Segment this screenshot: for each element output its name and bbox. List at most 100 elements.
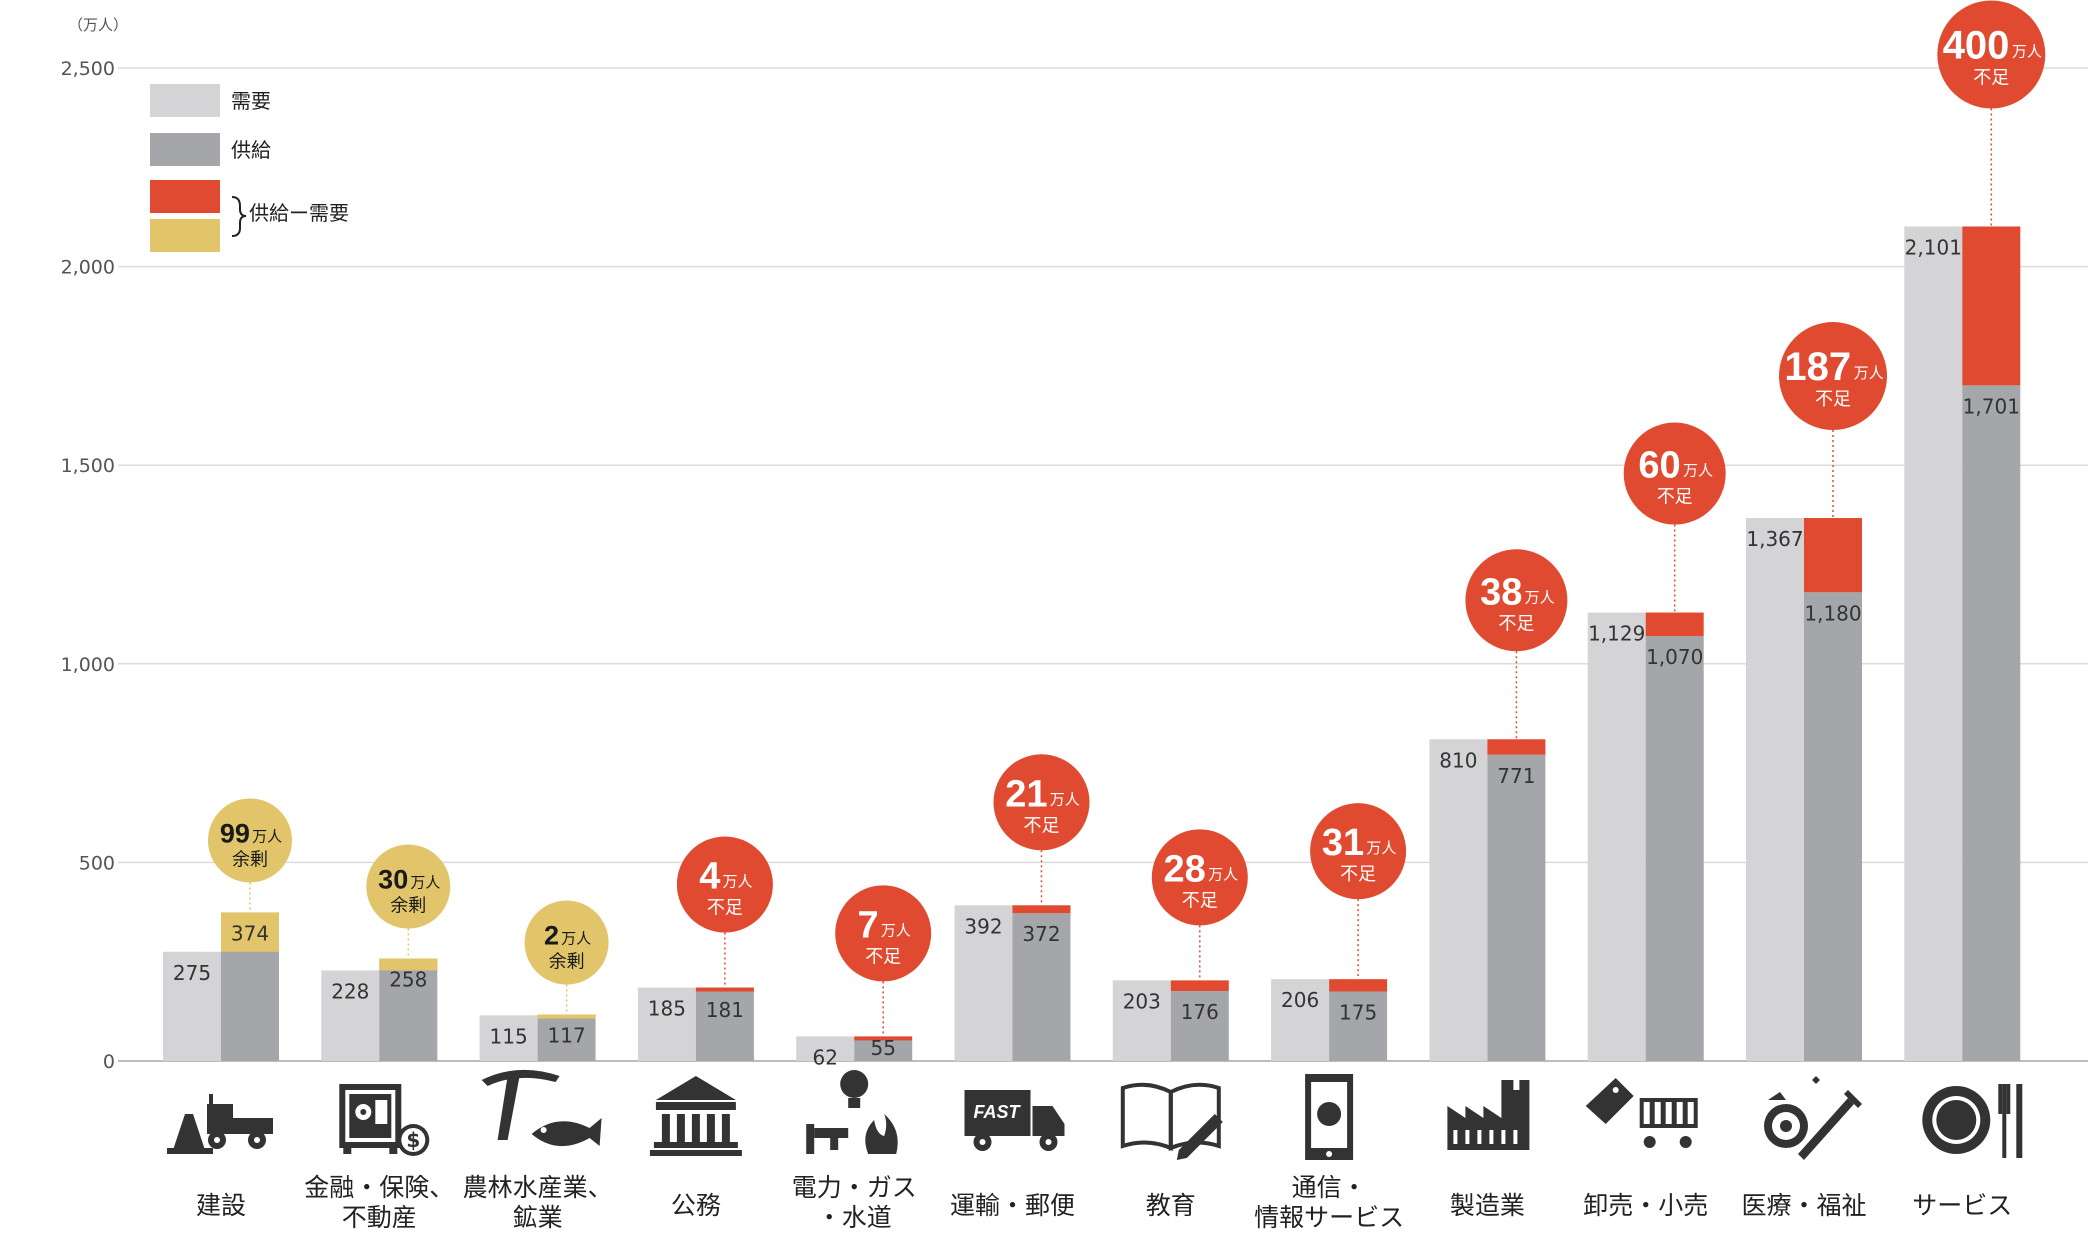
agriculture-icon bbox=[482, 1070, 602, 1146]
shopping-icon-part bbox=[1613, 1087, 1619, 1093]
y-axis-unit: （万人） bbox=[68, 16, 128, 34]
category-label-line: ・水道 bbox=[817, 1203, 892, 1232]
category-labels: 建設金融・保険、不動産農林水産業、鉱業 公務電力・ガス・水道 運輸・郵便 教育通信・情… bbox=[196, 1173, 2012, 1232]
category-label-text: 運輸・郵便 bbox=[950, 1191, 1075, 1220]
category-label-line: 不動産 bbox=[342, 1203, 417, 1232]
supply-value-label: 117 bbox=[548, 1024, 586, 1048]
shopping-icon-part bbox=[1644, 1102, 1650, 1124]
shopping-icon-part bbox=[1680, 1136, 1692, 1148]
y-tick-label: 1,500 bbox=[61, 455, 115, 477]
factory-icon-part bbox=[1501, 1130, 1505, 1144]
bar-supply bbox=[1487, 755, 1545, 1061]
truck-icon-part bbox=[1033, 1106, 1065, 1136]
bubble-word: 不足 bbox=[1340, 864, 1376, 885]
bubble-number: 99 bbox=[220, 818, 250, 848]
demand-value-label: 2,101 bbox=[1905, 235, 1962, 259]
legend-label-supply: 供給 bbox=[231, 138, 271, 162]
demand-value-label: 203 bbox=[1123, 989, 1161, 1013]
bubble-unit: 万人 bbox=[1050, 790, 1080, 808]
demand-value-label: 1,129 bbox=[1588, 622, 1645, 646]
demand-value-label: 810 bbox=[1439, 748, 1477, 772]
factory-icon bbox=[1447, 1080, 1529, 1150]
factory-icon-part bbox=[1453, 1130, 1457, 1144]
bubble-unit: 万人 bbox=[1854, 364, 1884, 382]
truck-icon-part bbox=[1046, 1139, 1052, 1145]
agriculture-icon-part bbox=[541, 1127, 547, 1133]
category-label: 農林水産業、鉱業 bbox=[463, 1173, 613, 1232]
bubble-number: 31 bbox=[1322, 822, 1364, 864]
demand-value-label: 228 bbox=[331, 979, 369, 1003]
labor-supply-demand-chart: 05001,0001,5002,0002,500 （万人） 需要 供給 供給ー需… bbox=[0, 0, 2092, 1250]
dining-icon-part bbox=[2016, 1084, 2022, 1158]
category-label-line: 鉱業 bbox=[513, 1203, 563, 1232]
government-icon-part bbox=[722, 1114, 730, 1142]
government-icon-part bbox=[650, 1150, 742, 1156]
y-tick-label: 2,500 bbox=[61, 58, 115, 80]
shopping-icon-part bbox=[1586, 1078, 1634, 1124]
utilities-icon-part bbox=[840, 1070, 868, 1098]
government-icon-part bbox=[654, 1142, 738, 1148]
dining-icon bbox=[1922, 1084, 2022, 1158]
bubble-number: 28 bbox=[1164, 848, 1206, 890]
bars bbox=[163, 226, 2020, 1061]
legend-brace-icon bbox=[232, 197, 246, 236]
smartphone-icon bbox=[1305, 1074, 1353, 1160]
legend-label-demand: 需要 bbox=[231, 89, 271, 113]
bubble-unit: 万人 bbox=[723, 873, 753, 891]
demand-value-label: 206 bbox=[1281, 988, 1319, 1012]
construction-icon-part bbox=[167, 1148, 213, 1154]
y-tick-label: 0 bbox=[103, 1051, 115, 1073]
category-label: 電力・ガス・水道 bbox=[792, 1173, 917, 1232]
utilities-icon-part bbox=[814, 1128, 848, 1138]
shopping-icon-part bbox=[1655, 1102, 1661, 1124]
factory-icon-part bbox=[1477, 1130, 1481, 1144]
bubble-word: 不足 bbox=[1182, 890, 1218, 911]
shopping-icon-part bbox=[1688, 1102, 1694, 1124]
bubble-word: 不足 bbox=[1815, 389, 1851, 410]
government-icon-part bbox=[677, 1114, 685, 1142]
bar-demand bbox=[1904, 226, 1962, 1061]
bar-demand bbox=[1429, 739, 1487, 1061]
bar-shortage bbox=[1013, 905, 1071, 913]
utilities-icon bbox=[806, 1070, 898, 1154]
bubble-word: 余剰 bbox=[232, 849, 268, 870]
demand-value-label: 185 bbox=[648, 997, 686, 1021]
dining-icon-part bbox=[2006, 1084, 2010, 1114]
bubble-word: 余剰 bbox=[549, 952, 585, 973]
book-icon bbox=[1123, 1085, 1223, 1160]
category-label-text: 公務 bbox=[671, 1191, 721, 1220]
book-icon-part bbox=[1123, 1085, 1171, 1148]
category-label: 建設 bbox=[196, 1191, 246, 1220]
bubble-word: 不足 bbox=[707, 898, 743, 919]
bubble-word: 余剰 bbox=[390, 896, 426, 917]
construction-icon-part bbox=[173, 1114, 205, 1150]
supply-value-label: 181 bbox=[706, 998, 744, 1022]
category-label: 製造業 bbox=[1450, 1191, 1525, 1220]
utilities-icon-part bbox=[848, 1098, 860, 1108]
bar-shortage bbox=[1329, 979, 1387, 991]
government-icon-part bbox=[656, 1102, 736, 1110]
bubble-unit: 万人 bbox=[1683, 462, 1713, 480]
government-icon-part bbox=[656, 1076, 736, 1100]
truck-icon: FAST bbox=[965, 1090, 1065, 1151]
bubble-number: 187 bbox=[1784, 345, 1851, 389]
category-label-text: 医療・福祉 bbox=[1741, 1191, 1866, 1220]
construction-icon-part bbox=[214, 1137, 220, 1143]
dining-icon-part bbox=[1998, 1084, 2002, 1114]
bar-shortage bbox=[1962, 226, 2020, 385]
category-label-text: 建設 bbox=[196, 1191, 246, 1220]
demand-value-label: 62 bbox=[812, 1045, 837, 1069]
bar-supply bbox=[1646, 636, 1704, 1061]
bar-supply bbox=[1804, 592, 1862, 1061]
bubble-number: 400 bbox=[1943, 23, 2010, 67]
category-label-line: 通信・ bbox=[1292, 1173, 1367, 1202]
supply-value-label: 1,070 bbox=[1646, 645, 1703, 669]
bubble-number: 38 bbox=[1480, 571, 1522, 613]
bubble-number: 7 bbox=[858, 904, 879, 946]
category-label: サービス bbox=[1912, 1191, 2012, 1220]
bar-demand bbox=[1588, 613, 1646, 1061]
category-label: 金融・保険、不動産 bbox=[304, 1173, 454, 1232]
legend-swatch-demand bbox=[150, 84, 220, 117]
bubble-word: 不足 bbox=[1973, 67, 2009, 88]
